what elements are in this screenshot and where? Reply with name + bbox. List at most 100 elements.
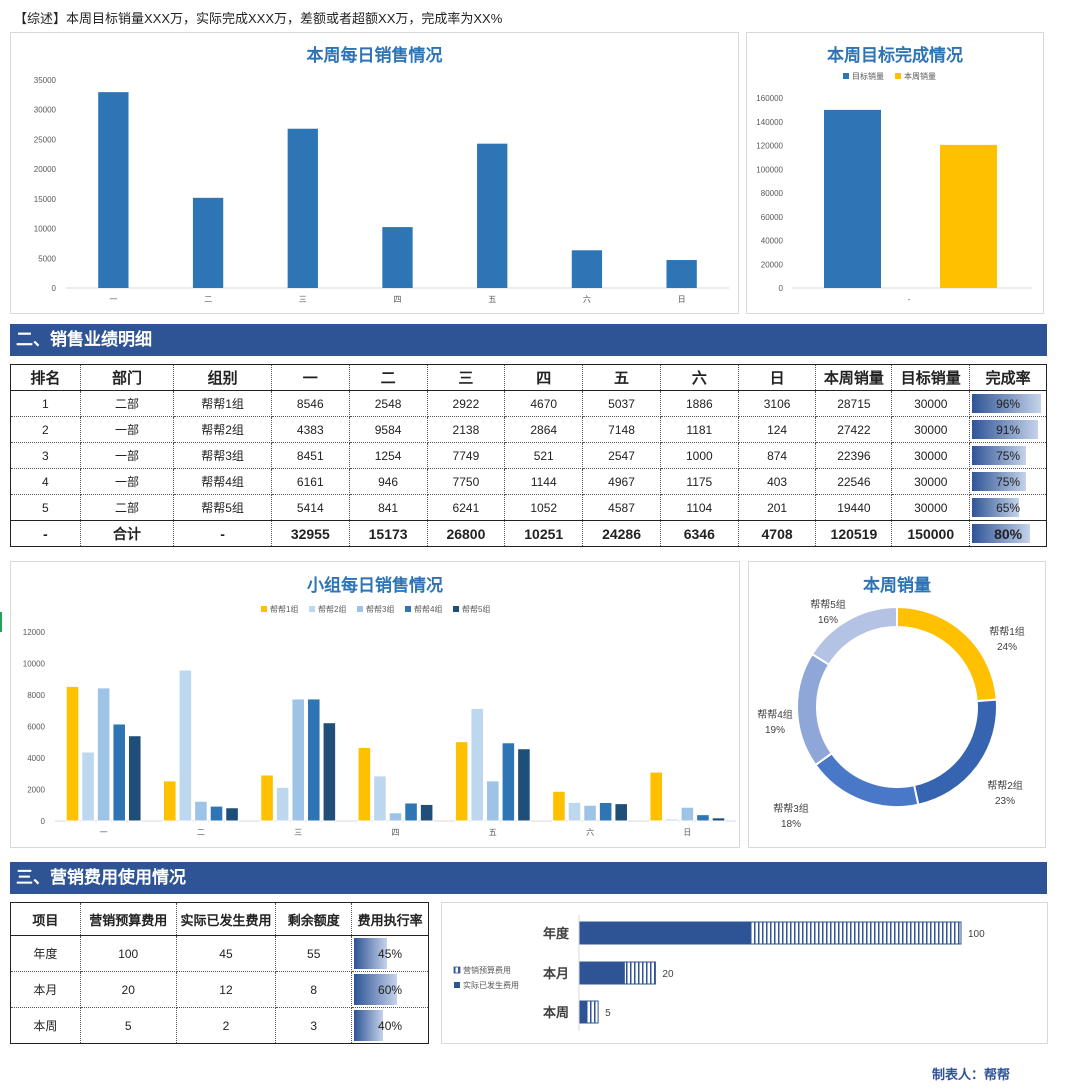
table-cell: 1104 [659,494,739,521]
bar-目标销量 [824,109,881,288]
table-row: 4 一部 帮帮4组 6161 946 7750 1144 4967 1175 403 22546 30… [10,468,1047,495]
bar-帮帮3组-日 [680,806,695,822]
slice-帮帮4组 [796,652,834,767]
slice-帮帮2组 [912,698,998,806]
bar-帮帮4组-五 [501,742,516,822]
y-tick-label: 5000 [38,254,56,263]
table-cell: 19440 [815,494,893,521]
section-expense-bar: 三、营销费用使用情况 [10,862,1047,894]
rate-bar [972,394,1042,413]
bar-帮帮2组-五 [470,707,485,822]
table-cell: - [10,520,81,547]
bar-value-二 [192,197,224,288]
table-cell: 3 [275,1007,353,1044]
table-cell: 4383 [270,416,350,443]
rate-bar [354,1010,383,1041]
bar-value-一 [98,92,129,288]
legend-swatch [895,73,901,79]
rate-cell: 96% [969,390,1047,417]
table-cell: 7749 [426,442,506,469]
table-cell: 8 [275,971,353,1008]
y-category-label: 本月 [543,966,569,981]
x-tick-label: 四 [392,828,400,837]
x-tick-label: 六 [583,294,591,304]
bar-value-四 [382,227,413,288]
bar-帮帮1组-日 [649,771,664,822]
table-cell: 二部 [79,494,175,521]
y-tick-label: 10000 [34,225,57,234]
slice-label-pct: 24% [997,642,1017,653]
bar-帮帮1组-四 [357,746,372,822]
y-tick-label: 0 [41,817,46,826]
column-header: 日 [737,364,817,391]
column-header: 本周销量 [815,364,893,391]
bar-帮帮4组-四 [404,802,418,822]
table-cell: 403 [737,468,817,495]
group-sales-chart: 0 2000 4000 6000 8000 10000 12000 一 二 三 四 五 六 日 帮帮1组 帮帮… [23,604,736,837]
column-header: 二 [348,364,428,391]
x-tick-label: - [908,295,911,304]
daily-sales-chart: 0 5000 10000 15000 20000 25000 30000 35000 一 二 三 四 五… [34,76,729,304]
bar-帮帮4组-三 [306,698,321,822]
bar-帮帮1组-五 [454,741,469,822]
y-tick-label: 25000 [34,135,57,144]
legend-swatch [261,606,267,612]
slice-label-pct: 23% [995,796,1015,807]
table-cell: 4 [10,468,81,495]
share-panel[interactable]: 本周销量 帮帮1组 24% 帮帮2组 23% 帮帮3组 18% 帮帮4组 19% 帮帮5组 16% [748,561,1046,848]
table-cell: 8546 [270,390,350,417]
column-header: 剩余额度 [275,902,353,936]
column-header: 费用执行率 [351,902,429,936]
table-cell: 22396 [815,442,893,469]
table-cell: 4708 [737,520,817,547]
table-cell: 841 [348,494,428,521]
table-cell: 1000 [659,442,739,469]
bar-帮帮2组-六 [567,801,582,822]
column-header: 排名 [10,364,81,391]
table-cell: 30000 [891,390,971,417]
rate-bar [972,524,1030,543]
group-sales-panel[interactable]: 小组每日销售情况 0 2000 4000 6000 8000 10000 12000 一 二 三 四… [10,561,740,848]
table-row: 本月 20 12 8 60% [10,971,429,1008]
daily-sales-panel[interactable]: 本周每日销售情况 0 5000 10000 15000 20000 25000 30000 3… [10,32,739,314]
table-cell: 1886 [659,390,739,417]
table-row: 3 一部 帮帮3组 8451 1254 7749 521 2547 1000 874 22396 30… [10,442,1047,469]
y-tick-label: 4000 [27,754,45,763]
rate-cell: 91% [969,416,1047,443]
table-cell: 5 [79,1007,177,1044]
table-cell: 2 [175,1007,277,1044]
target-panel[interactable]: 本周目标完成情况 0 20000 40000 60000 80000 100000 1200… [746,32,1044,314]
x-tick-label: 一 [100,828,108,837]
bar-帮帮3组-五 [486,780,500,822]
x-tick-label: 日 [678,295,686,304]
y-tick-label: 15000 [34,195,57,204]
table-cell: 27422 [815,416,893,443]
y-category-label: 年度 [543,926,570,941]
table-cell: 24286 [582,520,661,547]
y-category-label: 本周 [543,1005,569,1020]
bar-帮帮4组-一 [112,723,126,822]
legend-label: 帮帮3组 [366,604,394,614]
table-cell: 4670 [504,390,584,417]
table-cell: 合计 [79,520,175,547]
table-cell: 帮帮1组 [173,390,272,417]
slice-帮帮3组 [814,751,920,808]
table-cell: 3 [10,442,81,469]
y-tick-label: 60000 [761,213,784,222]
x-tick-label: 四 [394,295,402,304]
target-title: 本周目标完成情况 [827,46,963,65]
bar-帮帮1组-一 [65,685,80,822]
bar-帮帮3组-三 [291,698,305,822]
rate-cell: 60% [351,971,429,1008]
y-tick-label: 0 [52,284,57,293]
expense-panel[interactable]: 年度 100 本月 20 本周 5 营销预算费用 实际已发生费用 [441,902,1048,1044]
table-cell: 521 [504,442,584,469]
y-tick-label: 20000 [34,165,57,174]
target-chart: 0 20000 40000 60000 80000 100000 120000 140000 1… [756,71,1032,304]
column-header: 项目 [10,902,81,936]
sales-table-header: 排名 部门 组别一二三四五六日本周销量 目标销量 完成率 [10,364,1047,391]
table-row: 5 二部 帮帮5组 5414 841 6241 1052 4587 1104 201 19440 30… [10,494,1047,521]
bar-value-六 [571,250,603,288]
bar-帮帮5组-日 [711,817,726,822]
